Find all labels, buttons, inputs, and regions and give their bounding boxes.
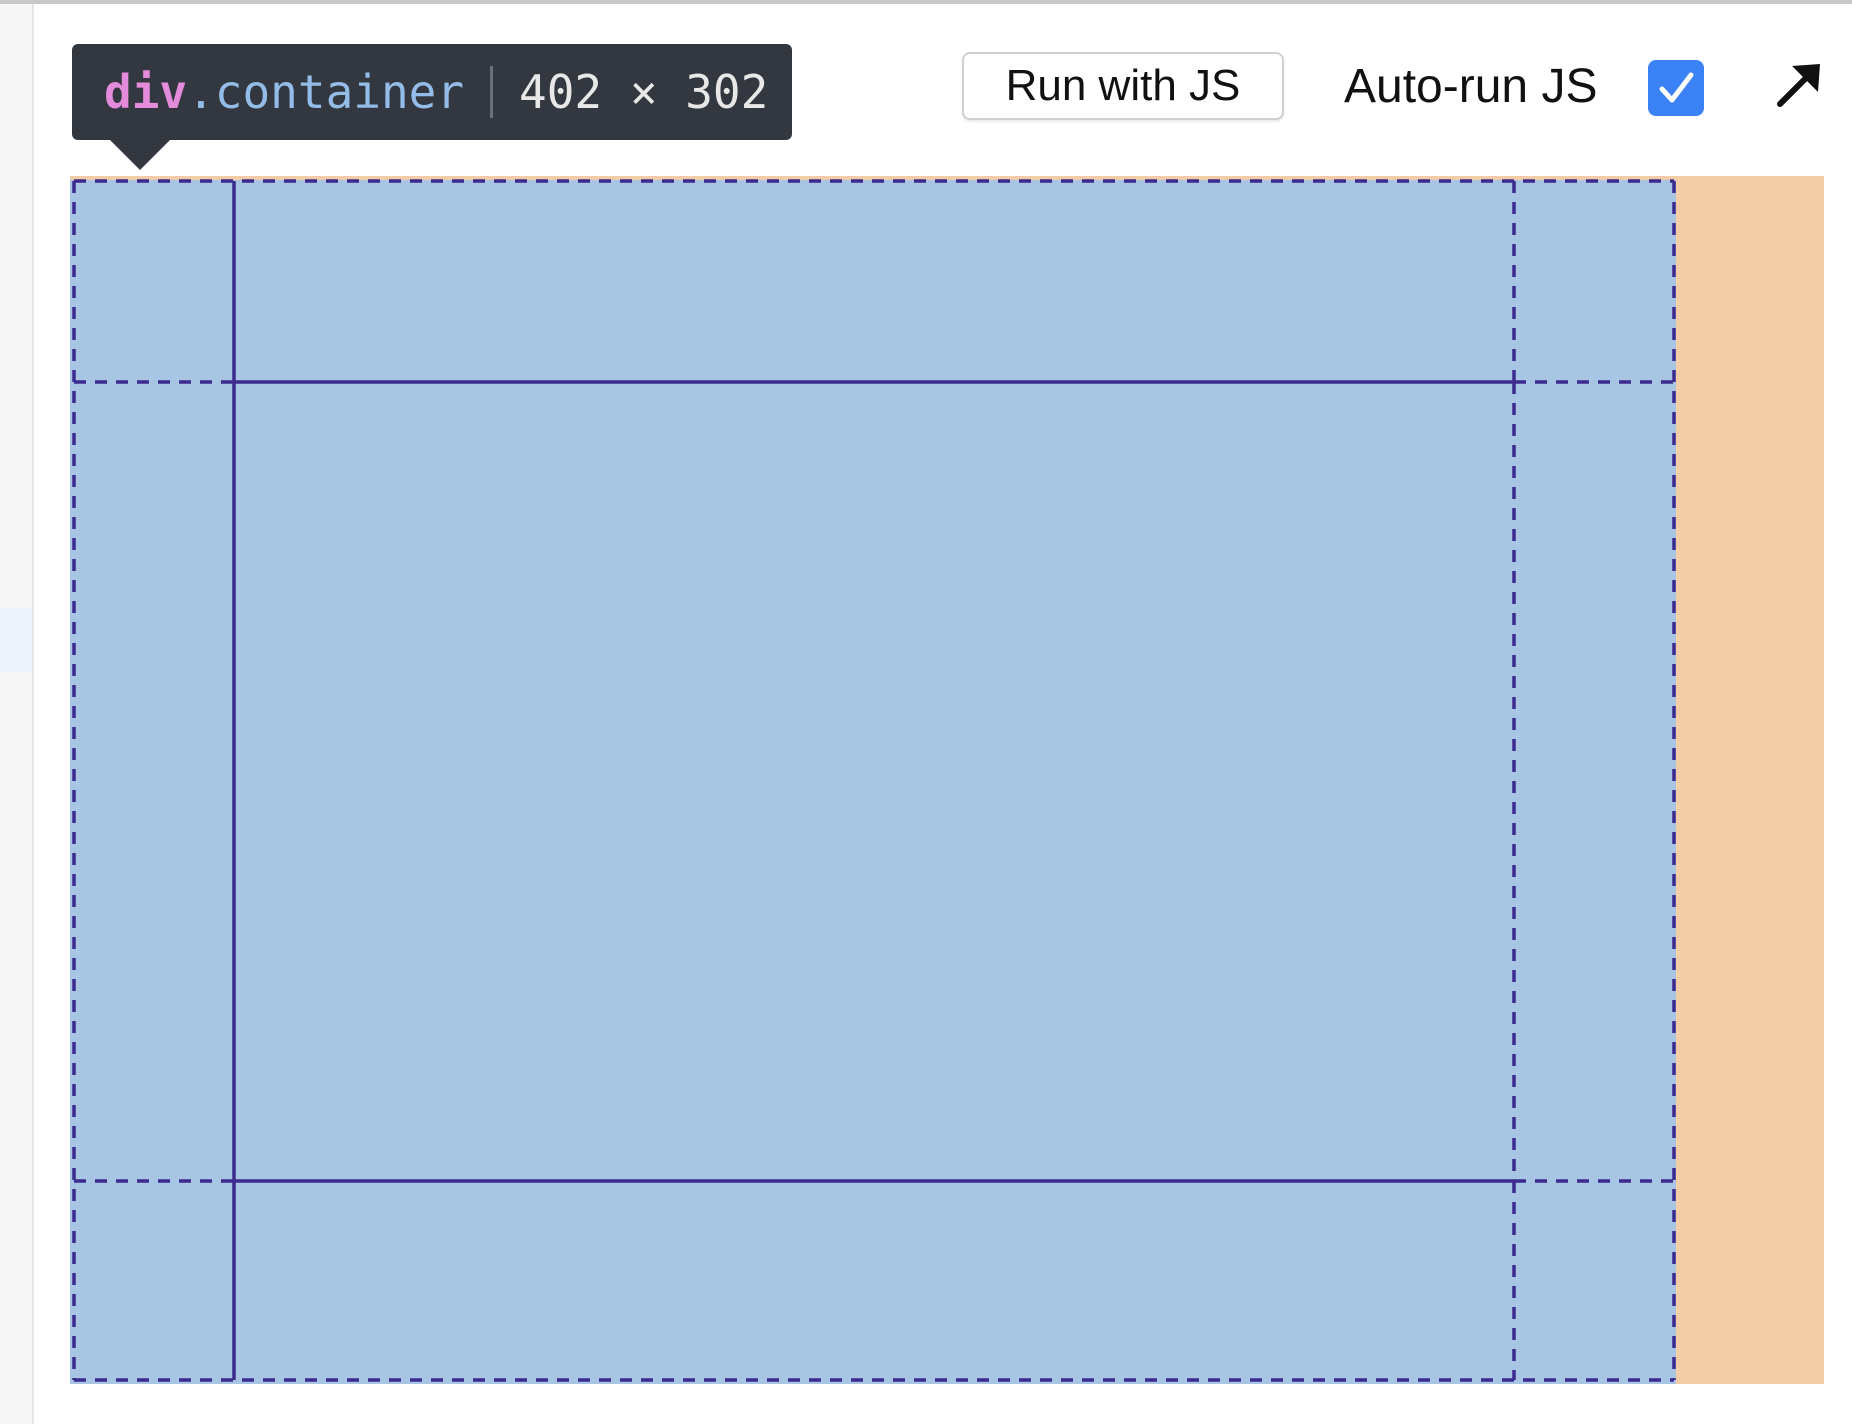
autorun-js-checkbox[interactable] <box>1648 60 1704 116</box>
tooltip-pointer <box>110 140 170 170</box>
arrow-up-right-icon[interactable] <box>1772 56 1828 112</box>
editor-gutter <box>0 4 34 1424</box>
tooltip-divider <box>490 66 494 118</box>
gutter-line-highlight <box>0 608 32 672</box>
autorun-js-label: Auto-run JS <box>1344 60 1598 113</box>
checkmark-icon <box>1659 72 1694 103</box>
tooltip-class-dot: . <box>187 65 215 119</box>
tooltip-class-name: container <box>214 65 465 119</box>
container-element <box>70 180 1676 1384</box>
window-top-border <box>0 0 1852 4</box>
tooltip-tag-name: div <box>104 65 188 119</box>
run-with-js-button[interactable]: Run with JS <box>962 52 1284 120</box>
element-inspector-tooltip: div. container 402 × 302 <box>72 44 792 140</box>
tooltip-dimensions: 402 × 302 <box>519 65 769 119</box>
